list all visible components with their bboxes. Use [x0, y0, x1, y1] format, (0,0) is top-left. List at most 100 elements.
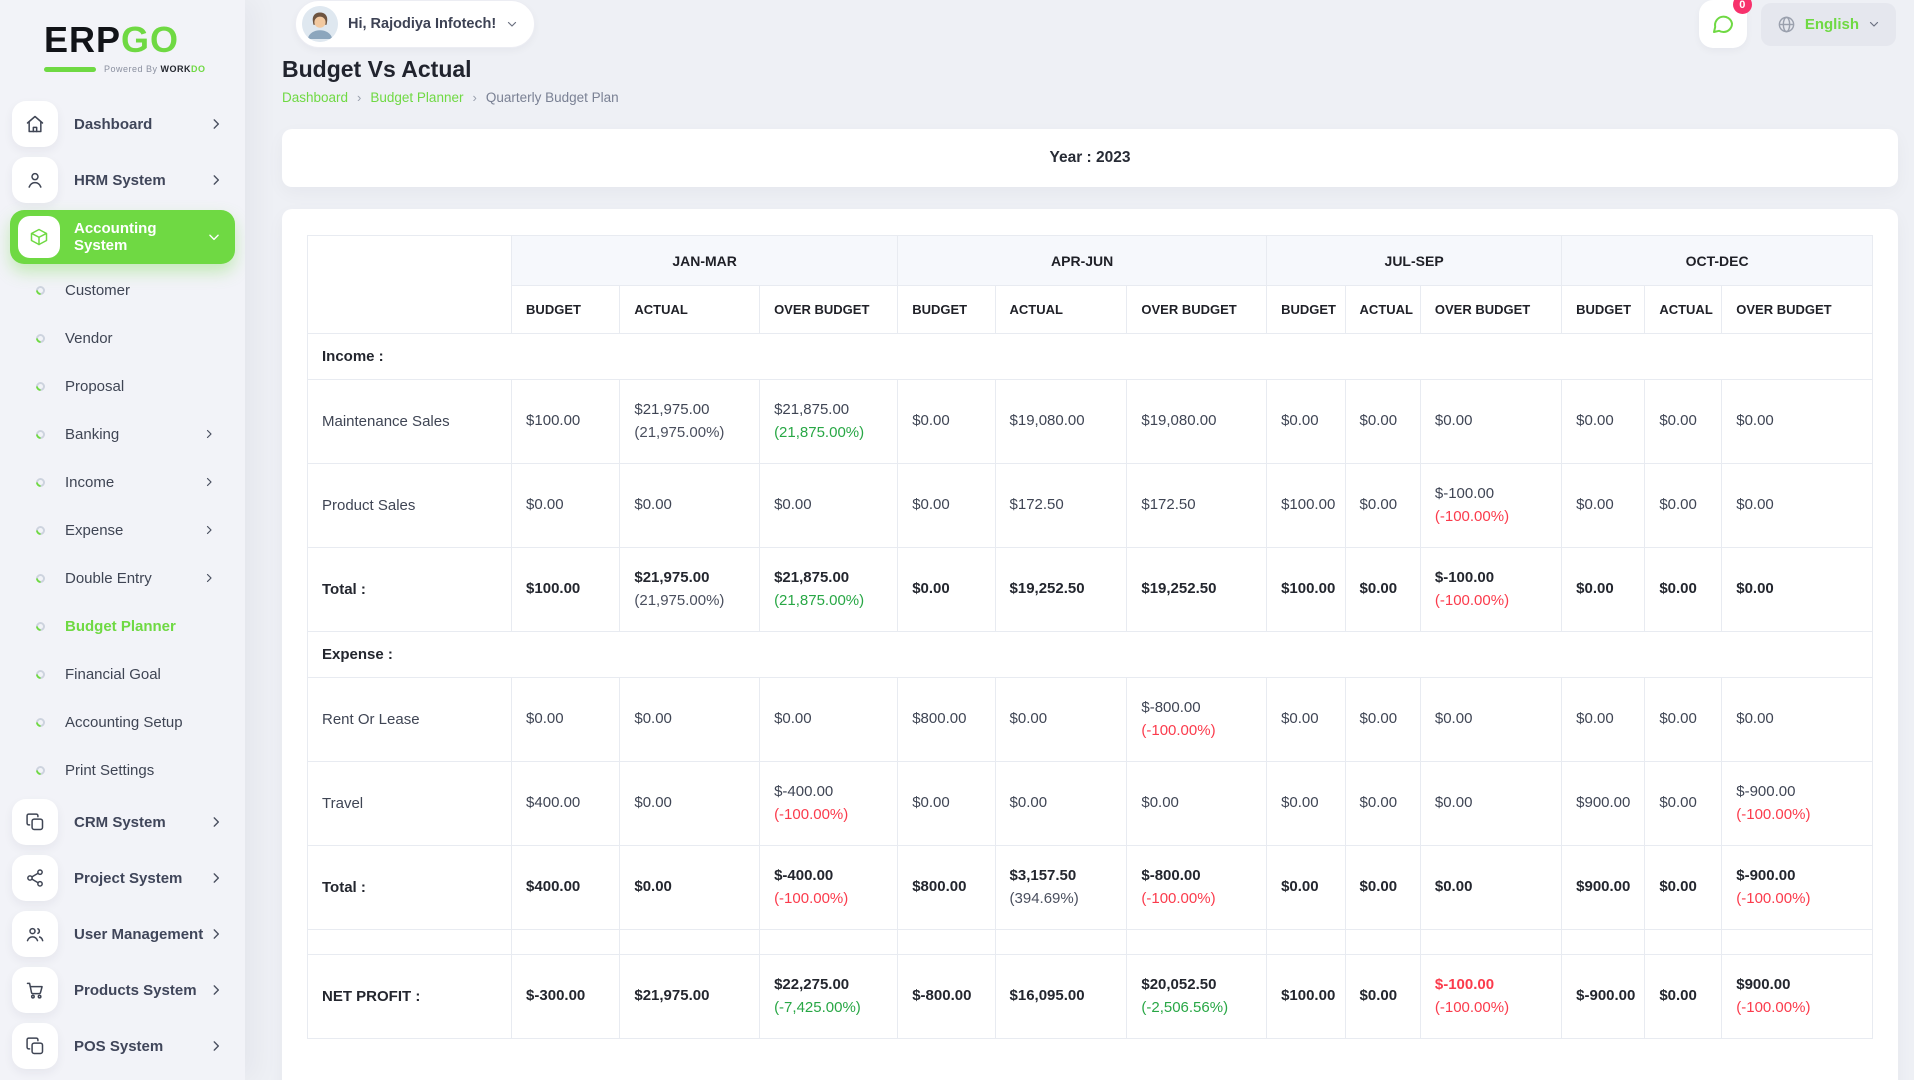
sidebar-item-expense[interactable]: Expense [0, 506, 245, 554]
sidebar-item-accounting-system[interactable]: Accounting System [10, 210, 235, 264]
messages-button[interactable]: 0 [1698, 0, 1752, 48]
cell-value: $0.00 [1359, 987, 1398, 1005]
cell-value: $0.00 [1659, 987, 1697, 1005]
budget-cell: $-900.00 [1561, 954, 1646, 1039]
cell-value: $19,080.00 [1141, 412, 1217, 430]
home-icon [12, 101, 58, 147]
bullet-icon [34, 379, 47, 393]
language-selector[interactable]: English [1760, 2, 1896, 46]
sidebar-item-pos-system[interactable]: POS System [0, 1018, 245, 1074]
over-budget-cell: $-900.00 (-100.00%) [1721, 761, 1873, 846]
over-budget-cell: $22,275.00 (-7,425.00%) [759, 954, 899, 1039]
budget-cell: $400.00 [511, 845, 621, 930]
table-corner-cell [306, 235, 513, 334]
sidebar-item-project-system[interactable]: Project System [0, 850, 245, 906]
spacer-cell [1126, 929, 1268, 955]
budget-cell: $100.00 [1266, 463, 1346, 548]
budget-cell: $100.00 [511, 379, 621, 464]
quarter-header-apr-jun: APR-JUN [897, 235, 1268, 286]
sidebar-item-double-entry[interactable]: Double Entry [0, 554, 245, 602]
actual-cell: $0.00 [1344, 379, 1421, 464]
cell-value: $19,080.00 [1009, 412, 1085, 430]
sidebar-item-budget-planner[interactable]: Budget Planner [0, 602, 245, 650]
cell-value: $-300.00 [526, 987, 586, 1005]
cell-value: $-100.00 [1434, 568, 1495, 586]
chevron-right-icon [213, 985, 220, 995]
cell-value: $100.00 [526, 580, 581, 598]
over-budget-cell: $21,875.00 (21,875.00%) [759, 547, 899, 632]
breadcrumb-separator: › [472, 90, 477, 105]
sidebar-item-dashboard[interactable]: Dashboard [0, 96, 245, 152]
sidebar-item-user-management[interactable]: User Management [0, 906, 245, 962]
over-budget-cell: $0.00 [1419, 761, 1563, 846]
sidebar-item-banking[interactable]: Banking [0, 410, 245, 458]
over-budget-cell: $0.00 [1419, 845, 1563, 930]
cell-value: $0.00 [1281, 878, 1319, 896]
actual-column-header: ACTUAL [619, 285, 761, 334]
sidebar-item-customer[interactable]: Customer [0, 266, 245, 314]
actual-cell: $0.00 [1644, 845, 1723, 930]
actual-cell: $0.00 [1644, 547, 1723, 632]
frames-icon [12, 1023, 58, 1069]
sidebar-item-label: Income [65, 473, 115, 491]
sidebar-item-products-system[interactable]: Products System [0, 962, 245, 1018]
users-icon [12, 911, 58, 957]
bullet-icon [34, 427, 47, 441]
chat-icon [1712, 15, 1733, 33]
sidebar-item-label: HRM System [74, 171, 166, 189]
cell-value: $0.00 [526, 496, 564, 514]
spacer-cell [1561, 929, 1646, 955]
frames-icon [12, 799, 58, 845]
actual-cell: $0.00 [1344, 954, 1421, 1039]
cell-value: $900.00 [1576, 878, 1631, 896]
cell-value: $0.00 [1659, 496, 1697, 514]
cell-value: $0.00 [774, 710, 812, 728]
cell-value: $0.00 [1736, 496, 1774, 514]
sidebar-item-vendor[interactable]: Vendor [0, 314, 245, 362]
actual-column-header: ACTUAL [1344, 285, 1421, 334]
cell-value: $21,975.00 [634, 568, 710, 586]
globe-icon [1778, 16, 1795, 32]
sidebar-item-proposal[interactable]: Proposal [0, 362, 245, 410]
spacer-cell [1721, 929, 1873, 955]
user-menu[interactable]: Hi, Rajodiya Infotech! [295, 0, 536, 48]
sidebar-item-print-settings[interactable]: Print Settings [0, 746, 245, 794]
topbar: Hi, Rajodiya Infotech! 0 English [245, 0, 1914, 48]
cell-value: $19,252.50 [1141, 580, 1217, 598]
over-budget-cell: $0.00 [759, 463, 899, 548]
cell-value: $0.00 [1281, 412, 1319, 430]
cell-value: $0.00 [912, 412, 950, 430]
section-label: Income : [307, 333, 1873, 380]
cell-percentage: (394.69%) [1009, 890, 1079, 907]
brand-logo[interactable]: ERPGO Powered By WORKDO [0, 14, 245, 74]
sidebar: ERPGO Powered By WORKDO Dashboard HRM Sy… [0, 0, 245, 1080]
language-label: English [1804, 15, 1859, 33]
budget-cell: $100.00 [1266, 547, 1346, 632]
cell-value: $0.00 [1659, 412, 1697, 430]
spacer-row [306, 929, 1873, 955]
over-budget-cell: $-400.00 (-100.00%) [759, 845, 899, 930]
sidebar-item-financial-goal[interactable]: Financial Goal [0, 650, 245, 698]
over-budget-cell: $0.00 [1126, 761, 1268, 846]
sidebar-item-income[interactable]: Income [0, 458, 245, 506]
breadcrumb-current: Quarterly Budget Plan [485, 90, 619, 105]
over-budget-cell: $-100.00 (-100.00%) [1419, 954, 1563, 1039]
cell-value: $0.00 [1576, 710, 1614, 728]
cell-value: $0.00 [1434, 794, 1473, 812]
sidebar-item-hrm-system[interactable]: HRM System [0, 152, 245, 208]
spacer-cell [897, 929, 996, 955]
budget-cell: $400.00 [511, 761, 621, 846]
breadcrumb-budget-planner[interactable]: Budget Planner [370, 90, 464, 105]
cell-value: $0.00 [1141, 794, 1179, 812]
cell-value: $0.00 [634, 710, 672, 728]
breadcrumb-dashboard[interactable]: Dashboard [282, 90, 349, 105]
row-label: Maintenance Sales [306, 379, 513, 464]
sidebar-item-crm-system[interactable]: CRM System [0, 794, 245, 850]
over-budget-column-header: OVER BUDGET [1126, 285, 1268, 334]
actual-cell: $0.00 [619, 463, 761, 548]
actual-cell: $0.00 [1644, 463, 1723, 548]
actual-cell: $0.00 [1344, 547, 1421, 632]
chevron-right-icon [206, 477, 212, 487]
budget-cell: $-300.00 [511, 954, 621, 1039]
sidebar-item-accounting-setup[interactable]: Accounting Setup [0, 698, 245, 746]
